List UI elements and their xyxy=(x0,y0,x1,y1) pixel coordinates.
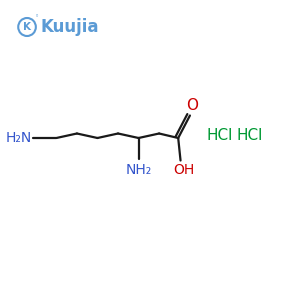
Text: NH₂: NH₂ xyxy=(125,164,152,178)
Text: K: K xyxy=(23,22,31,32)
Text: Kuujia: Kuujia xyxy=(40,18,99,36)
Text: O: O xyxy=(186,98,198,112)
Text: HCl: HCl xyxy=(206,128,232,142)
Text: ◦: ◦ xyxy=(35,14,39,20)
Text: HCl: HCl xyxy=(237,128,263,142)
Text: OH: OH xyxy=(173,164,195,178)
Text: H₂N: H₂N xyxy=(5,131,32,145)
